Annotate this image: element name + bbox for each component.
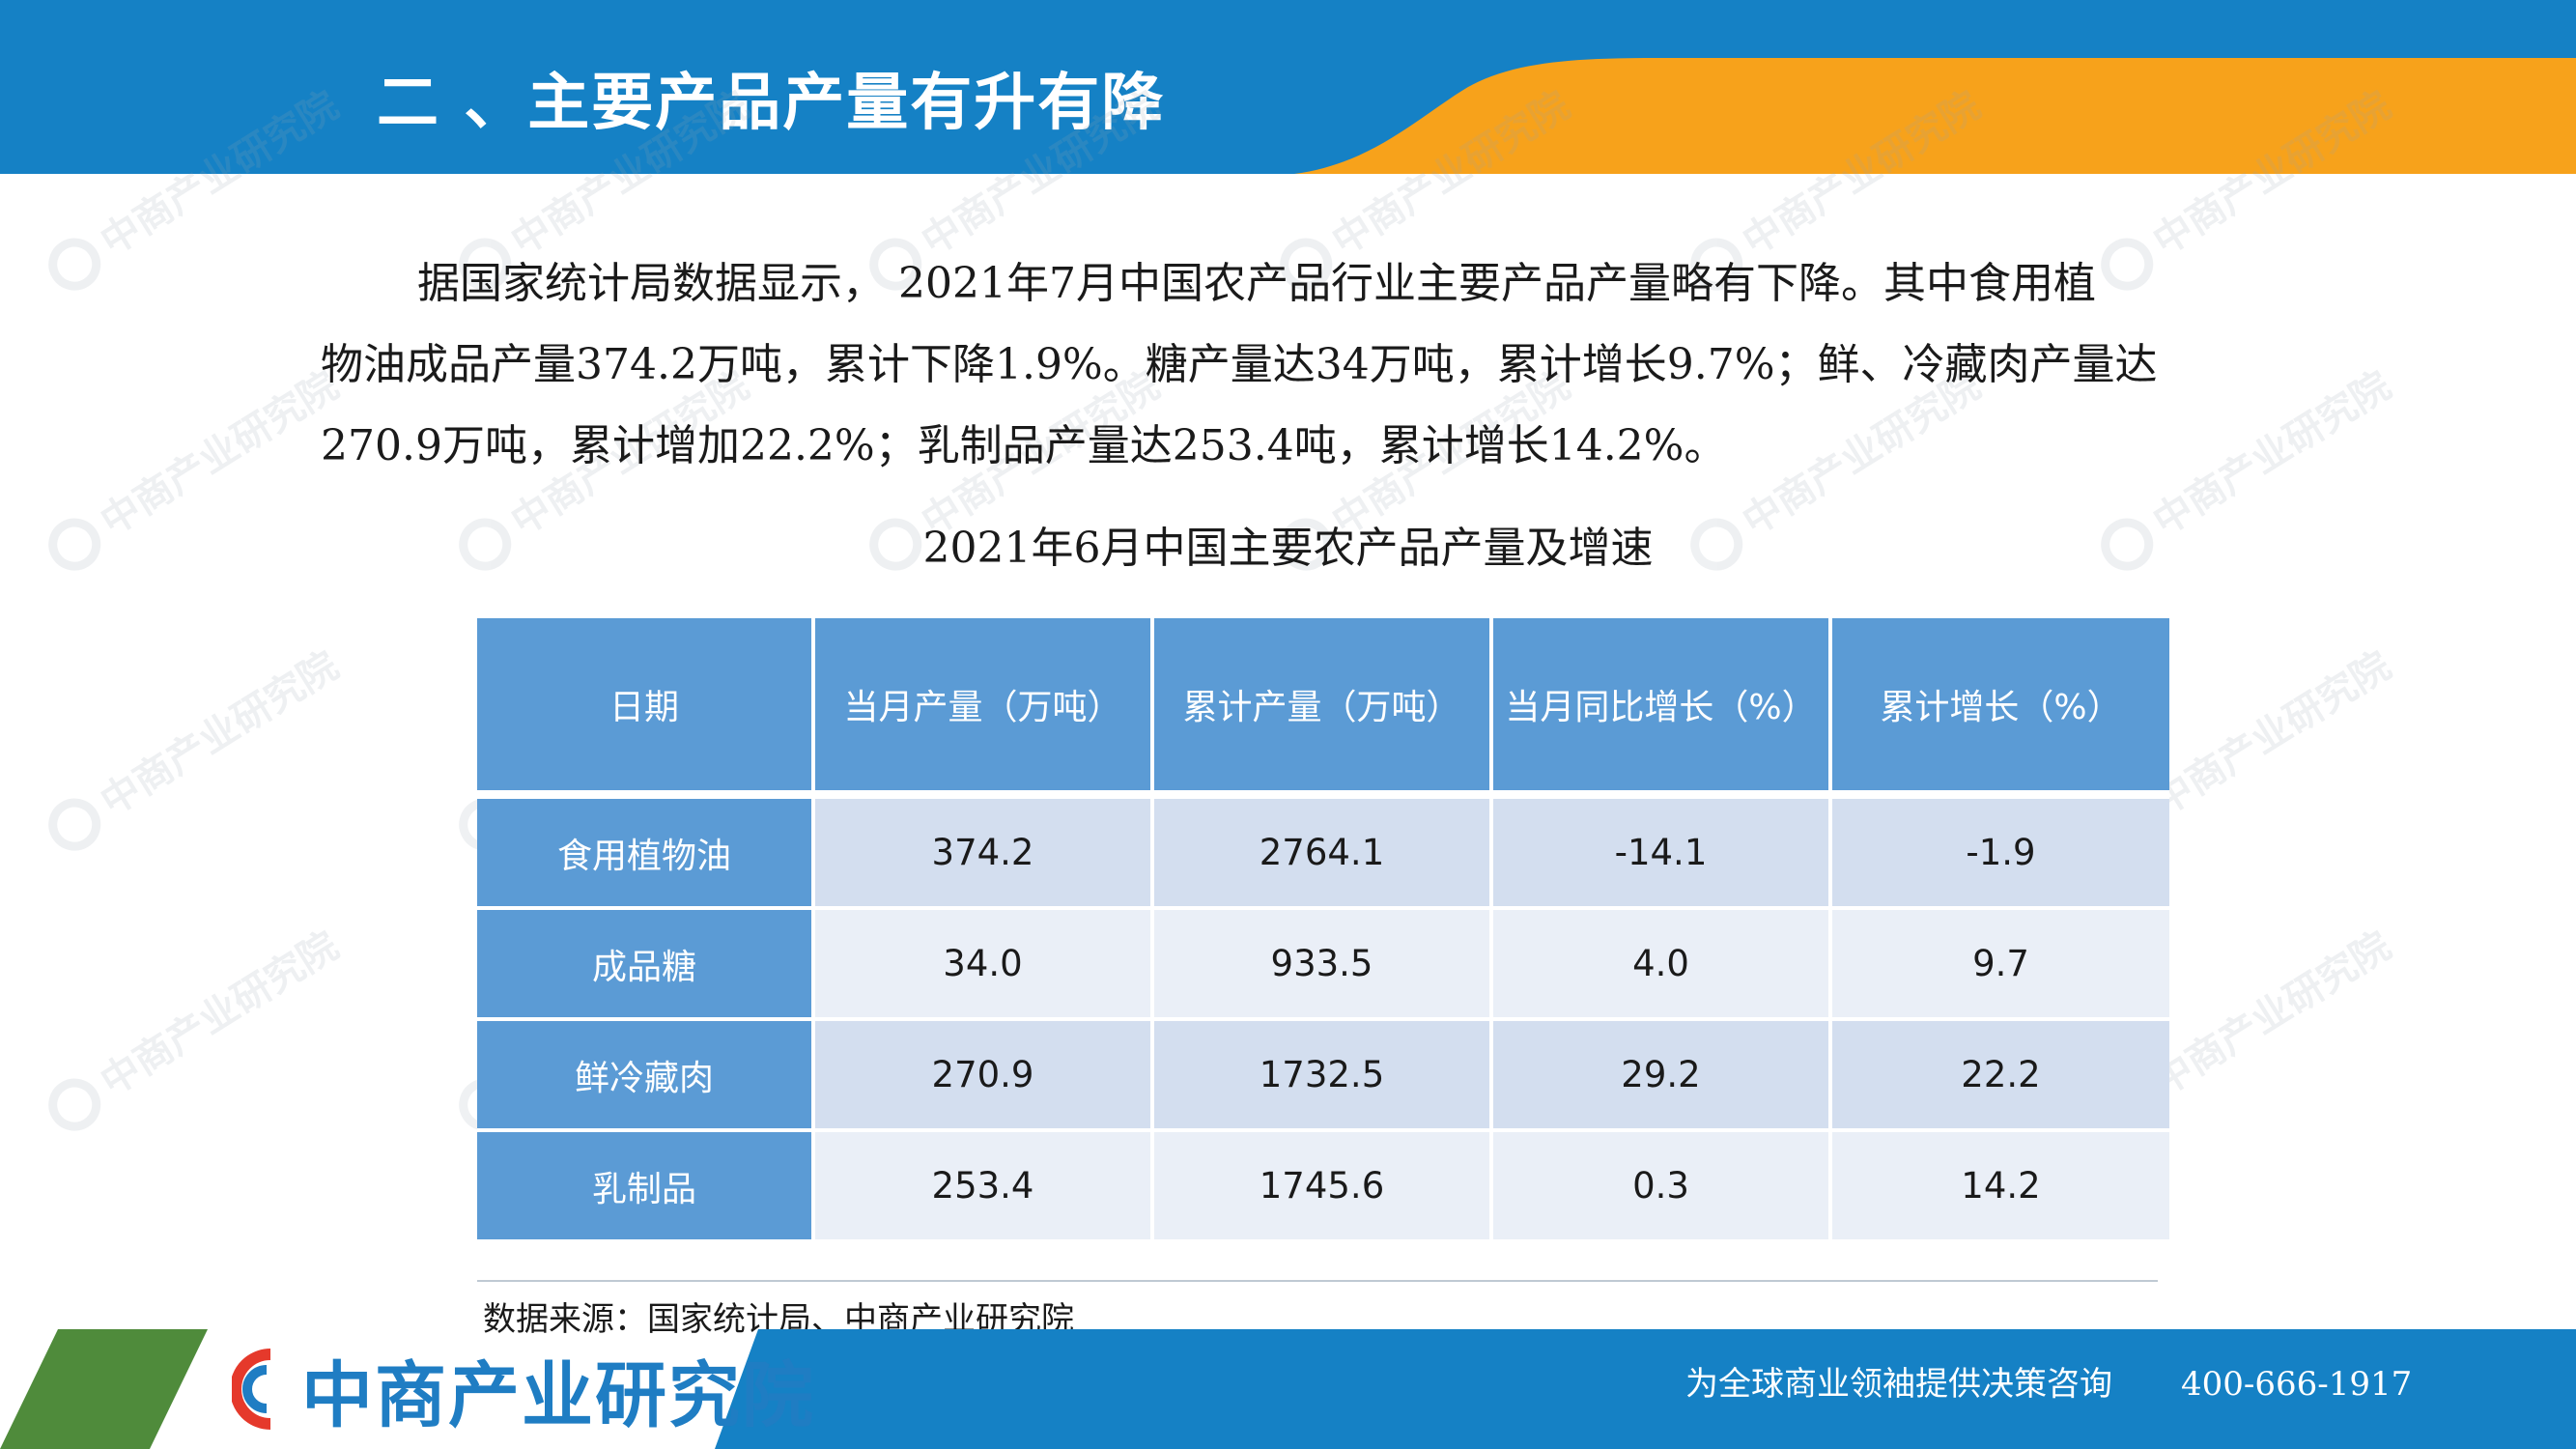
table-cell: 34.0 — [815, 910, 1154, 1021]
footer-slogan: 为全球商业领袖提供决策咨询 — [1685, 1365, 2112, 1404]
paragraph-line: 270.9万吨，累计增加22.2%；乳制品产量达253.4吨，累计增长14.2%… — [321, 421, 1727, 470]
table-row: 乳制品 253.4 1745.6 0.3 14.2 — [477, 1132, 2169, 1243]
column-header-cumulative-output: 累计产量（万吨） — [1154, 618, 1493, 799]
table-cell: 933.5 — [1154, 910, 1493, 1021]
table-cell: 374.2 — [815, 799, 1154, 910]
company-logo-icon — [232, 1349, 292, 1430]
table-caption: 2021年6月中国主要农产品产量及增速 — [922, 524, 1654, 573]
watermark-logo-icon — [39, 228, 111, 300]
table-cell: 2764.1 — [1154, 799, 1493, 910]
table-cell: 14.2 — [1832, 1132, 2169, 1243]
table-cell: 22.2 — [1832, 1021, 2169, 1132]
watermark: 中商产业研究院 — [39, 921, 348, 1141]
row-label: 成品糖 — [477, 910, 815, 1021]
production-table: 日期 当月产量（万吨） 累计产量（万吨） 当月同比增长（%） 累计增长（%） 食… — [477, 618, 2169, 1243]
table-cell: 1732.5 — [1154, 1021, 1493, 1132]
paragraph-line: 物油成品产量374.2万吨，累计下降1.9%。糖产量达34万吨，累计增长9.7%… — [321, 340, 2158, 389]
table-cell: 4.0 — [1493, 910, 1832, 1021]
table-cell: 0.3 — [1493, 1132, 1832, 1243]
column-header-cumulative-growth: 累计增长（%） — [1832, 618, 2169, 799]
table-row: 食用植物油 374.2 2764.1 -14.1 -1.9 — [477, 799, 2169, 910]
company-logo-text: 中商产业研究院 — [301, 1353, 815, 1437]
table-cell: 9.7 — [1832, 910, 2169, 1021]
footer-shape — [0, 1329, 2576, 1449]
watermark-logo-icon — [39, 1068, 111, 1141]
watermark-logo-icon — [39, 788, 111, 861]
table-header-row: 日期 当月产量（万吨） 累计产量（万吨） 当月同比增长（%） 累计增长（%） — [477, 618, 2169, 799]
row-label: 食用植物油 — [477, 799, 815, 910]
column-header-date: 日期 — [477, 618, 815, 799]
table-cell: 253.4 — [815, 1132, 1154, 1243]
row-label: 鲜冷藏肉 — [477, 1021, 815, 1132]
column-header-monthly-yoy-growth: 当月同比增长（%） — [1493, 618, 1832, 799]
company-logo: 中商产业研究院 — [232, 1329, 815, 1449]
table-cell: -1.9 — [1832, 799, 2169, 910]
page-title: 二 、主要产品产量有升有降 — [377, 67, 1166, 139]
table-row: 鲜冷藏肉 270.9 1732.5 29.2 22.2 — [477, 1021, 2169, 1132]
footer-band: 中商产业研究院 为全球商业领袖提供决策咨询 400-666-1917 — [0, 1329, 2576, 1449]
column-header-monthly-output: 当月产量（万吨） — [815, 618, 1154, 799]
row-label: 乳制品 — [477, 1132, 815, 1243]
watermark: 中商产业研究院 — [39, 640, 348, 861]
footer-phone: 400-666-1917 — [2181, 1365, 2413, 1404]
table-cell: 270.9 — [815, 1021, 1154, 1132]
table-cell: 29.2 — [1493, 1021, 1832, 1132]
table-cell: -14.1 — [1493, 799, 1832, 910]
intro-paragraph: 据国家统计局数据显示， 2021年7月中国农产品行业主要产品产量略有下降。其中食… — [321, 243, 2262, 487]
table-row: 成品糖 34.0 933.5 4.0 9.7 — [477, 910, 2169, 1021]
paragraph-line: 据国家统计局数据显示， 2021年7月中国农产品行业主要产品产量略有下降。其中食… — [417, 259, 2096, 308]
table-cell: 1745.6 — [1154, 1132, 1493, 1243]
header-band: 二 、主要产品产量有升有降 — [0, 0, 2576, 174]
header-shape — [0, 0, 2576, 174]
source-divider — [477, 1280, 2158, 1282]
